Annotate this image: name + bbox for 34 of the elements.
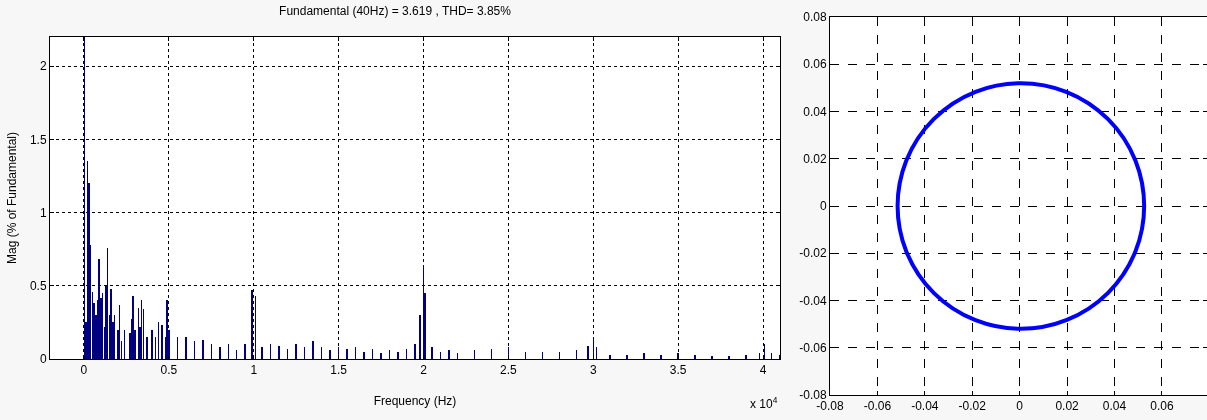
x-tick-label: 3 <box>589 363 597 378</box>
x-tick-label: -0.04 <box>911 399 939 414</box>
x-tick-label: 4 <box>759 363 767 378</box>
y-tick-label: -0.04 <box>799 293 827 308</box>
x-tick-label: 1.5 <box>330 363 348 378</box>
x-tick-label: 0 <box>1016 399 1024 414</box>
x-tick-label: 0 <box>80 363 88 378</box>
x-tick-label: 2.5 <box>500 363 518 378</box>
y-tick-label: 0.5 <box>29 279 47 294</box>
y-tick-label: 1.5 <box>29 132 47 147</box>
x-axis-title: Frequency (Hz) <box>373 394 457 408</box>
y-tick-label: 0.06 <box>803 57 827 72</box>
y-tick-label: 2 <box>39 59 47 74</box>
y-tick-label: 1 <box>39 205 47 220</box>
y-tick-label: 0.02 <box>803 151 827 166</box>
text: x 10$^{4}$ <box>750 395 778 412</box>
y-tick-label: 0 <box>39 352 47 367</box>
y-tick-label: 0.08 <box>803 10 827 25</box>
x-tick-label: 3.5 <box>669 363 687 378</box>
x-tick-label: 1 <box>250 363 258 378</box>
x-tick-label: -0.06 <box>863 399 892 414</box>
x-tick-label: -0.08 <box>816 399 844 414</box>
y-tick-label: -0.06 <box>799 340 827 355</box>
x-tick-label: 0.02 <box>1055 399 1080 414</box>
x-tick-label: 0.04 <box>1102 399 1127 414</box>
x-tick-label: 2 <box>420 363 428 378</box>
chart-title: Fundamental (40Hz) = 3.619 , THD= 3.85% <box>279 3 512 18</box>
y-tick-label: 0 <box>819 199 827 214</box>
x-tick-label: 0.5 <box>160 363 178 378</box>
x-tick-label: 0.06 <box>1150 399 1174 414</box>
y-tick-label: -0.02 <box>799 246 827 261</box>
y-axis-title: Mag (% of Fundamental) <box>5 131 19 265</box>
y-tick-label: 0.04 <box>803 104 827 119</box>
x-tick-label: -0.02 <box>958 399 987 414</box>
